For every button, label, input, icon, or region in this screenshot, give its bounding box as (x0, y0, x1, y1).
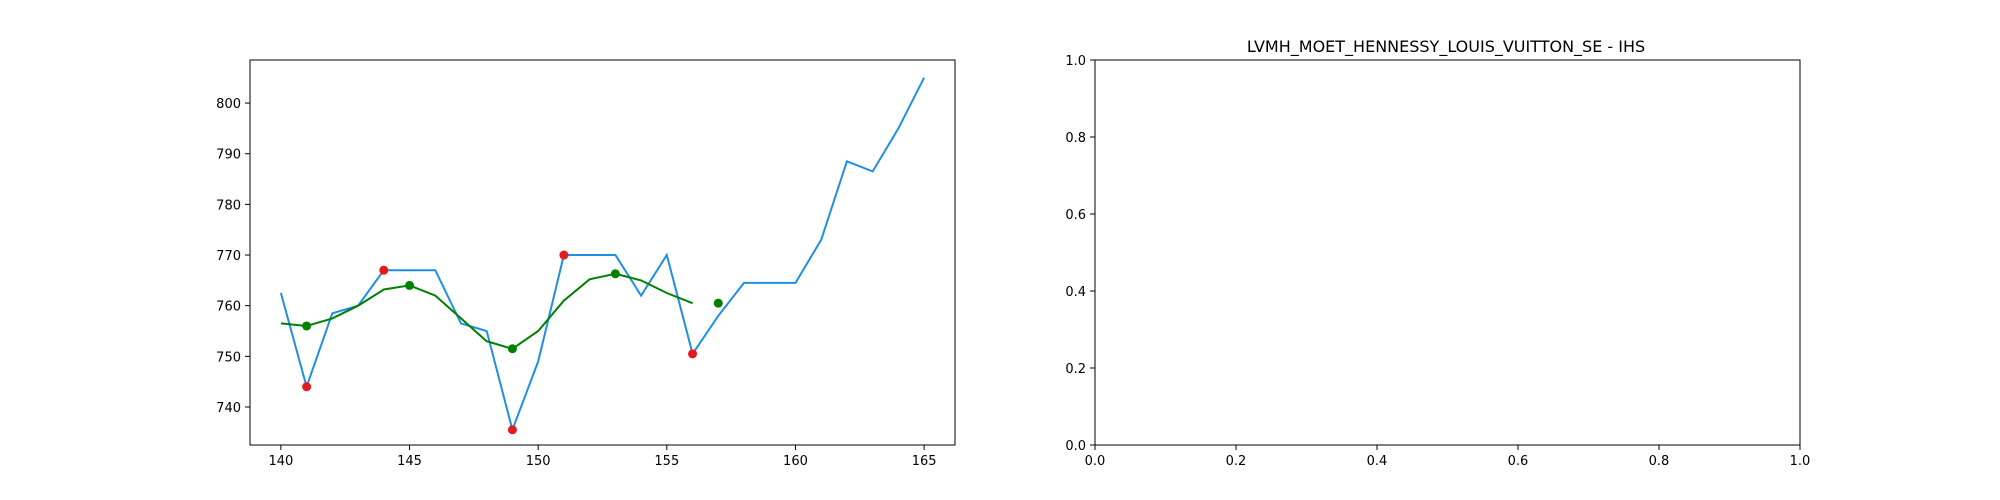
red-point (507, 425, 517, 435)
x-tick-label: 0.0 (1085, 454, 1106, 469)
x-tick-label: 145 (397, 454, 422, 469)
green-point (610, 269, 620, 279)
green-point (405, 280, 415, 290)
x-tick-label: 0.4 (1367, 454, 1388, 469)
x-tick-label: 155 (654, 454, 679, 469)
y-tick-label: 0.4 (1065, 285, 1086, 300)
left-chart-y-ticks: 740 750 760 770 780 790 800 (216, 97, 250, 416)
y-tick-label: 0.6 (1065, 208, 1086, 223)
green-point (713, 298, 723, 308)
right-chart: LVMH_MOET_HENNESSY_LOUIS_VUITTON_SE - IH… (1065, 37, 1810, 469)
left-chart-frame (249, 59, 956, 446)
left-chart: 140 145 150 155 160 165 740 750 760 770 780 790 800 (216, 59, 956, 469)
green-point (302, 321, 312, 331)
red-point (379, 265, 389, 275)
x-tick-label: 1.0 (1790, 454, 1811, 469)
right-chart-title: LVMH_MOET_HENNESSY_LOUIS_VUITTON_SE - IH… (1247, 37, 1645, 57)
red-point (688, 349, 698, 359)
y-tick-label: 0.0 (1065, 439, 1086, 454)
y-tick-label: 0.2 (1065, 362, 1086, 377)
right-chart-frame (1094, 59, 1801, 446)
x-tick-label: 165 (912, 454, 937, 469)
left-chart-series (279, 77, 925, 435)
left-chart-x-ticks: 140 145 150 155 160 165 (268, 445, 937, 469)
price-line (279, 77, 925, 434)
y-tick-label: 750 (216, 350, 241, 365)
x-tick-label: 150 (526, 454, 551, 469)
y-tick-label: 0.8 (1065, 131, 1086, 146)
x-tick-label: 0.2 (1226, 454, 1247, 469)
y-tick-label: 760 (216, 300, 241, 315)
red-point (559, 250, 569, 260)
green-point (507, 344, 517, 354)
x-tick-label: 140 (268, 454, 293, 469)
x-tick-label: 0.8 (1649, 454, 1670, 469)
y-tick-label: 1.0 (1065, 54, 1086, 69)
x-tick-label: 160 (783, 454, 808, 469)
right-chart-x-ticks: 0.0 0.2 0.4 0.6 0.8 1.0 (1085, 445, 1811, 469)
y-tick-label: 740 (216, 401, 241, 416)
red-point (302, 382, 312, 392)
y-tick-label: 790 (216, 148, 241, 163)
x-tick-label: 0.6 (1508, 454, 1529, 469)
right-chart-y-ticks: 0.0 0.2 0.4 0.6 0.8 1.0 (1065, 54, 1095, 454)
y-tick-label: 800 (216, 97, 241, 112)
y-tick-label: 780 (216, 198, 241, 213)
y-tick-label: 770 (216, 249, 241, 264)
smoothed-line (280, 272, 693, 350)
